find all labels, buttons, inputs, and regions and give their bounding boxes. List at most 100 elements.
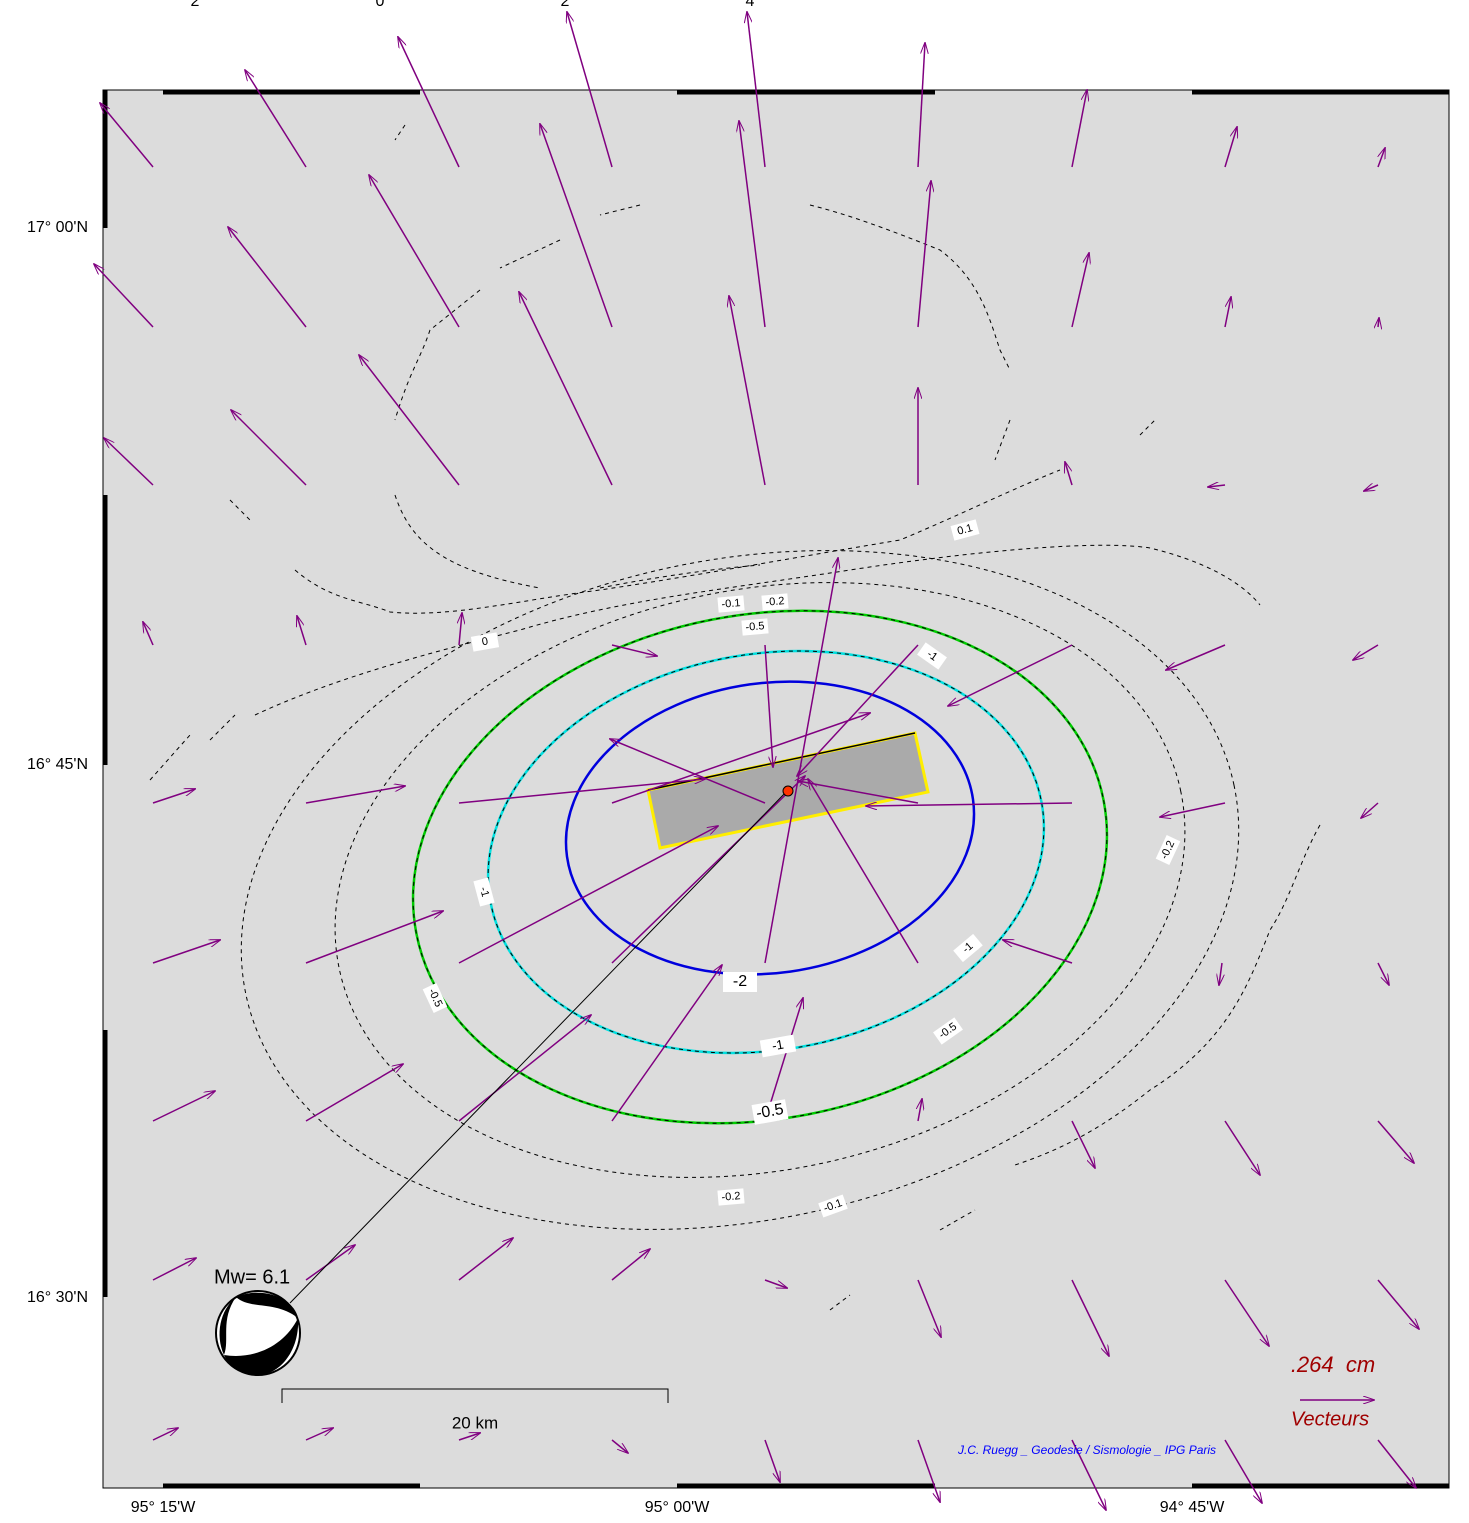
displacement-vector xyxy=(764,1439,780,1482)
displacement-vector xyxy=(917,181,931,328)
displacement-vector xyxy=(1071,90,1087,168)
scale-bar-label: 20 km xyxy=(452,1413,498,1432)
displacement-vector xyxy=(152,1428,178,1441)
displacement-vector xyxy=(948,644,1073,706)
contour-blue xyxy=(564,680,976,976)
credit: J.C. Ruegg _ Geodesie / Sismologie _ IPG… xyxy=(957,1443,1216,1457)
displacement-vector xyxy=(152,789,195,804)
top-label: 4 xyxy=(746,0,755,10)
displacement-vector xyxy=(1224,127,1237,168)
displacement-vector xyxy=(1166,644,1226,670)
contour-label-text: -0.2 xyxy=(721,1190,741,1204)
contour-label: 0 xyxy=(470,632,500,652)
displacement-vector xyxy=(611,776,805,964)
displacement-vector xyxy=(458,1015,591,1122)
contour-label-bg xyxy=(723,972,757,992)
displacement-vector xyxy=(1377,148,1385,168)
displacement-vector xyxy=(398,37,460,168)
displacement-vector xyxy=(1378,318,1379,327)
displacement-vector xyxy=(245,70,307,168)
displacement-vector xyxy=(1071,1120,1095,1168)
displacement-vector xyxy=(1377,1120,1414,1163)
displacement-vector xyxy=(918,1099,922,1122)
displacement-vector xyxy=(764,558,838,964)
displacement-vector xyxy=(1224,1439,1262,1503)
contour-label-bg xyxy=(422,983,448,1013)
displacement-vector xyxy=(1224,297,1231,328)
contour-label-bg xyxy=(751,1099,789,1125)
top-label: 2 xyxy=(561,0,570,10)
contour-label-bg xyxy=(473,877,495,907)
contour-label-bg xyxy=(917,642,947,670)
contour-label: -1 xyxy=(917,642,947,670)
displacement-vector xyxy=(228,227,307,328)
displacement-vector xyxy=(1224,1120,1260,1175)
lat-label: 17° 00'N xyxy=(27,219,88,236)
displacement-vector xyxy=(305,911,443,964)
contour-label-bg xyxy=(717,595,745,613)
contour-label-text: 0.1 xyxy=(956,522,974,538)
displacement-vector xyxy=(611,1249,650,1281)
displacement-vector xyxy=(1377,1279,1419,1329)
displacement-vector xyxy=(152,1091,215,1122)
displacement-vector xyxy=(143,622,154,646)
displacement-vector xyxy=(567,12,613,168)
displacement-vector xyxy=(611,713,870,804)
contour-label-bg xyxy=(953,933,983,963)
displacement-vector xyxy=(305,1064,403,1122)
contour-label-bg xyxy=(950,519,980,541)
contour-label-bg xyxy=(761,593,789,611)
contour-label-text: -0.2 xyxy=(765,595,785,609)
epicenter-link xyxy=(289,789,789,1304)
displacement-vector xyxy=(369,175,460,328)
top-label: 0 xyxy=(376,0,385,10)
displacement-vector xyxy=(458,1238,513,1281)
contour-label-bg xyxy=(933,1017,963,1045)
displacement-vector xyxy=(104,438,154,486)
displacement-vector xyxy=(540,124,613,328)
displacement-vector xyxy=(305,1245,355,1281)
contour-label-text: -2 xyxy=(733,973,747,990)
displacement-vector xyxy=(1377,1439,1416,1488)
contour-label-text: -1 xyxy=(477,886,491,899)
lon-label: 95° 15'W xyxy=(131,1499,196,1516)
lat-label: 16° 30'N xyxy=(27,1289,88,1306)
displacement-vector xyxy=(764,1279,787,1288)
displacement-vector xyxy=(1224,1279,1269,1346)
magnitude: Mw= 6.1 xyxy=(214,1266,290,1288)
displacement-vector xyxy=(458,1433,480,1441)
displacement-vector xyxy=(611,965,722,1122)
contour-green-dash xyxy=(412,610,1108,1124)
vector-scale: .264 cm xyxy=(1291,1352,1375,1377)
displacement-vector xyxy=(458,826,718,964)
contour-label: -0.1 xyxy=(818,1194,848,1218)
epicenter xyxy=(782,785,794,797)
top-label: 2 xyxy=(191,0,200,10)
displacement-vector xyxy=(917,1439,940,1502)
displacement-vector xyxy=(808,779,919,964)
contour-label: -0.5 xyxy=(751,1099,789,1125)
lat-label: 16° 45'N xyxy=(27,756,88,773)
contour-label: -0.2 xyxy=(717,1188,745,1206)
displacement-vector xyxy=(764,998,803,1122)
displacement-vector xyxy=(747,12,766,168)
displacement-vector xyxy=(1003,940,1073,964)
displacement-vector xyxy=(231,410,307,486)
displacement-vector xyxy=(1353,644,1379,660)
contour-label-bg xyxy=(759,1034,797,1058)
displacement-vector xyxy=(1071,1439,1106,1510)
contour-label-bg xyxy=(818,1194,848,1218)
contour-label: -1 xyxy=(759,1034,797,1058)
displacement-vector xyxy=(1065,462,1073,486)
displacement-vector xyxy=(459,613,462,646)
displacement-vector xyxy=(359,355,460,486)
contour-label-text: 0 xyxy=(481,635,489,648)
beachball xyxy=(215,1290,301,1376)
displacement-vector xyxy=(739,121,766,328)
contour-label: -0.5 xyxy=(422,983,448,1013)
contour-label: -0.1 xyxy=(717,595,745,613)
contour-label: -1 xyxy=(473,877,495,907)
contour-label: -1 xyxy=(953,933,983,963)
contour-label: 0.1 xyxy=(950,519,980,541)
scale-bar xyxy=(281,1388,669,1403)
